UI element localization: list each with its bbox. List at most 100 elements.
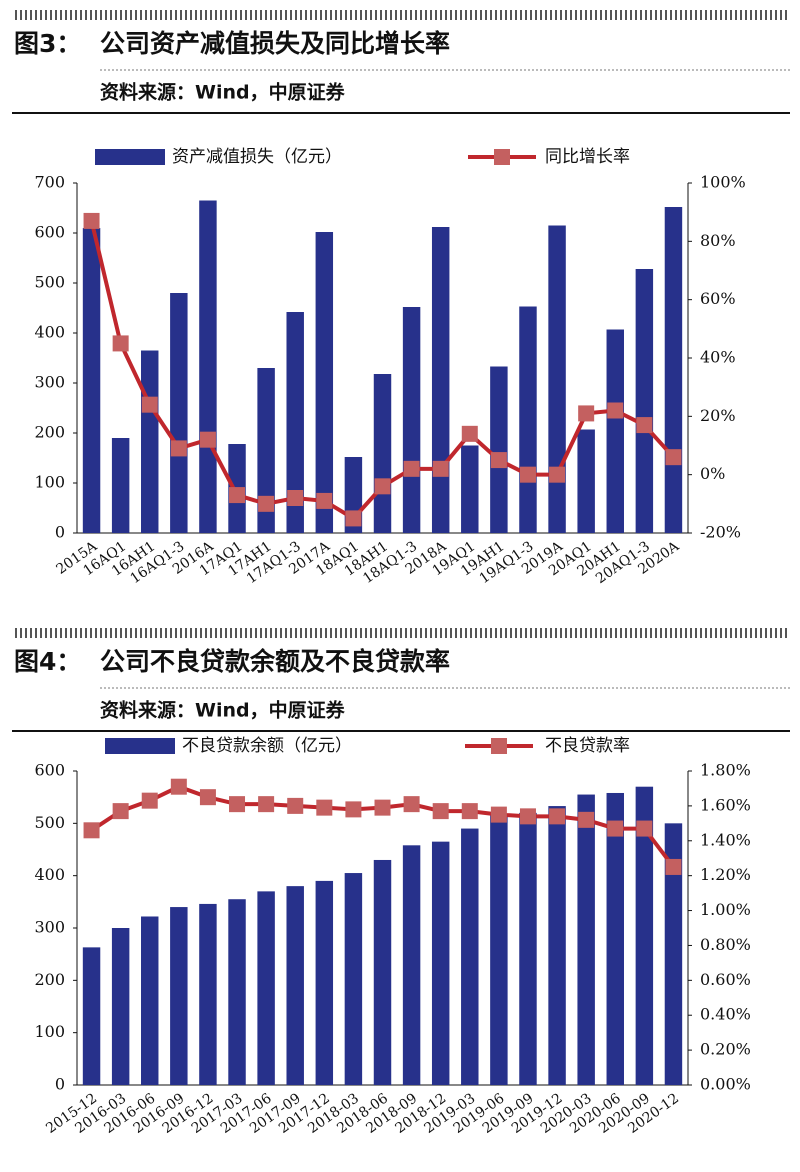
line-marker (229, 487, 246, 504)
y2-tick-label: 0.80% (700, 935, 751, 954)
y2-tick-label: 80% (700, 231, 736, 250)
bar (402, 307, 421, 533)
bar (315, 232, 334, 533)
bar (606, 329, 624, 533)
bar (461, 828, 479, 1085)
legend-label: 资产减值损失（亿元） (172, 147, 342, 167)
y2-tick-label: 1.40% (700, 830, 751, 849)
line-marker (170, 778, 187, 795)
bar (82, 228, 101, 533)
bar (170, 907, 188, 1085)
bar (548, 225, 566, 533)
bar (664, 207, 683, 533)
line-marker (519, 466, 536, 483)
y2-tick-label: 1.00% (700, 900, 751, 919)
line-marker (199, 789, 216, 806)
line-marker (578, 811, 595, 828)
bar (141, 916, 159, 1085)
bar (286, 312, 304, 533)
bar (228, 899, 246, 1085)
line-marker (432, 803, 449, 820)
y-tick-label: 600 (34, 223, 65, 242)
line-marker (461, 425, 478, 442)
line-marker (636, 820, 653, 837)
source: 资料来源：Wind，中原证券 (100, 81, 346, 104)
line-marker (607, 820, 624, 837)
legend-label: 同比增长率 (545, 147, 630, 167)
y-tick-label: 200 (34, 423, 65, 442)
bar (170, 293, 188, 533)
bar (519, 306, 537, 533)
y2-tick-label: 1.20% (700, 865, 751, 884)
bar (111, 438, 130, 533)
bar (606, 792, 624, 1085)
y2-tick-label: 60% (700, 289, 736, 308)
y-tick-label: 500 (34, 813, 65, 832)
y-tick-label: 600 (34, 761, 65, 780)
bar (431, 841, 450, 1085)
bar (286, 886, 304, 1085)
y2-tick-label: 0.40% (700, 1005, 751, 1024)
bar (402, 845, 421, 1085)
line-marker (403, 460, 420, 477)
hatch-strip (12, 10, 790, 20)
bar (461, 445, 479, 533)
line-marker (636, 417, 653, 434)
line-marker (112, 803, 129, 820)
y2-tick-label: 0.60% (700, 970, 751, 989)
y-tick-label: 300 (34, 918, 65, 937)
y2-tick-label: 1.60% (700, 795, 751, 814)
line-marker (549, 808, 566, 825)
y-tick-label: 500 (34, 273, 65, 292)
bar (111, 928, 130, 1085)
line-marker (578, 405, 595, 422)
line-marker (258, 796, 275, 813)
y2-tick-label: 0.20% (700, 1040, 751, 1059)
line-marker (345, 801, 362, 818)
y-tick-label: 0 (55, 523, 65, 542)
bar (373, 859, 392, 1085)
bar (635, 786, 654, 1085)
y-tick-label: 0 (55, 1075, 65, 1094)
line-marker (141, 792, 158, 809)
figure-title: 公司不良贷款余额及不良贷款率 (100, 647, 450, 676)
line-marker (665, 449, 682, 466)
y2-tick-label: 20% (700, 406, 736, 425)
legend-marker (491, 738, 507, 754)
bar (431, 227, 450, 533)
bar (82, 947, 101, 1085)
line-marker (229, 796, 246, 813)
bar (344, 873, 363, 1085)
source: 资料来源：Wind，中原证券 (100, 699, 346, 722)
line-marker (345, 510, 362, 527)
line-marker (83, 212, 100, 229)
bar (490, 815, 508, 1085)
y-tick-label: 100 (34, 473, 65, 492)
y-tick-label: 300 (34, 373, 65, 392)
y2-tick-label: -20% (700, 523, 741, 542)
line-marker (287, 490, 304, 506)
y2-tick-label: 40% (700, 348, 736, 367)
line-marker (607, 402, 624, 419)
bar (490, 366, 508, 533)
y-tick-label: 700 (34, 173, 65, 192)
y-tick-label: 200 (34, 970, 65, 989)
legend-swatch (105, 738, 175, 754)
legend-label: 不良贷款余额（亿元） (182, 736, 352, 756)
bar (257, 368, 275, 533)
line-marker (490, 452, 507, 469)
bar (548, 806, 566, 1085)
y2-tick-label: 100% (700, 173, 746, 192)
line-marker (665, 858, 682, 875)
bar (315, 880, 334, 1085)
line-marker (316, 799, 333, 816)
line-marker (112, 335, 129, 352)
bar (577, 429, 595, 533)
bar (199, 903, 217, 1085)
y2-tick-label: 0.00% (700, 1075, 751, 1094)
bar (635, 269, 654, 533)
bar (257, 891, 275, 1085)
figure-label: 图3： (14, 29, 81, 58)
bar (519, 812, 537, 1085)
